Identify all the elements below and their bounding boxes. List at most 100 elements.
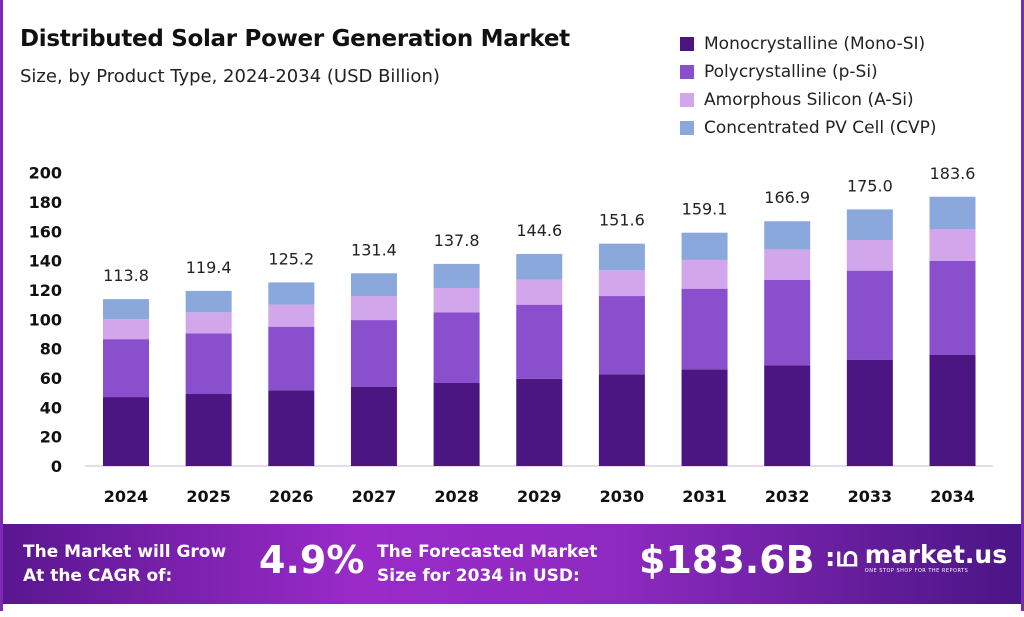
y-tick-label: 200: [29, 164, 62, 183]
legend-item: Concentrated PV Cell (CVP): [680, 114, 937, 142]
total-label: 125.2: [268, 249, 314, 268]
bar-segment: [268, 304, 315, 327]
bar-chart: 0 20 40 60 80 100 120 140 160 180 200 113.8 2024 119.…: [29, 164, 993, 506]
bar-segment: [846, 270, 893, 360]
y-tick-label: 140: [29, 252, 62, 271]
bar-segment: [764, 221, 811, 250]
footer-banner: The Market will Grow At the CAGR of: 4.9…: [3, 524, 1021, 604]
logo-tagline: ONE STOP SHOP FOR THE REPORTS: [864, 568, 969, 574]
bar-segment: [350, 320, 397, 387]
legend-swatch: [680, 93, 694, 107]
bar-segment: [764, 249, 811, 280]
total-label: 119.4: [186, 258, 232, 277]
y-tick-label: 0: [51, 457, 62, 476]
bar-segment: [516, 253, 563, 280]
cagr-value: 4.9%: [259, 538, 365, 582]
x-tick-label: 2030: [600, 487, 645, 506]
x-tick-label: 2027: [352, 487, 397, 506]
bar-segment: [268, 326, 315, 391]
cagr-label-line2: At the CAGR of:: [23, 566, 173, 586]
bar-segment: [764, 365, 811, 466]
legend-item: Monocrystalline (Mono-SI): [680, 30, 937, 58]
legend-swatch: [680, 121, 694, 135]
x-tick-label: 2033: [848, 487, 893, 506]
bar-segment: [350, 386, 397, 466]
bar-segment: [268, 282, 315, 305]
legend-label: Polycrystalline (p-Si): [704, 62, 878, 82]
legend-label: Amorphous Silicon (A-Si): [704, 90, 914, 110]
bar-segment: [433, 382, 480, 466]
total-label: 131.4: [351, 240, 397, 259]
bar-segment: [929, 354, 976, 466]
x-tick-label: 2034: [930, 487, 975, 506]
legend-swatch: [680, 65, 694, 79]
bar-segment: [598, 270, 645, 297]
cagr-label: The Market will Grow At the CAGR of:: [23, 540, 226, 588]
total-label: 151.6: [599, 211, 645, 230]
total-label: 144.6: [516, 221, 562, 240]
legend-item: Amorphous Silicon (A-Si): [680, 86, 937, 114]
bar-segment: [433, 263, 480, 288]
y-tick-label: 100: [29, 310, 62, 329]
bar-segment: [185, 312, 232, 334]
bar-segment: [846, 209, 893, 241]
chart-title: Distributed Solar Power Generation Marke…: [20, 26, 570, 52]
bar-segment: [350, 273, 397, 297]
bar-segment: [103, 339, 149, 398]
legend-swatch: [680, 37, 694, 51]
total-label: 137.8: [434, 231, 480, 250]
market-us-logo: :ഥ market.us ONE STOP SHOP FOR THE REPOR…: [825, 540, 1008, 575]
forecast-label-line2: Size for 2034 in USD:: [377, 566, 580, 586]
x-tick-label: 2026: [269, 487, 314, 506]
y-tick-label: 20: [40, 428, 62, 447]
bar-segment: [681, 232, 728, 260]
bar-segment: [350, 296, 397, 321]
logo-mark-icon: :ഥ: [825, 542, 857, 573]
bar-segment: [929, 196, 976, 230]
bar-segment: [681, 369, 728, 466]
bar-segment: [185, 333, 232, 394]
y-tick-label: 80: [40, 340, 62, 359]
bar-segment: [516, 279, 563, 305]
bar-segment: [103, 397, 149, 466]
bar-segment: [433, 287, 480, 313]
x-tick-label: 2024: [104, 487, 149, 506]
bar-segment: [681, 288, 728, 370]
bar-segment: [516, 378, 563, 466]
x-tick-label: 2025: [186, 487, 231, 506]
legend-item: Polycrystalline (p-Si): [680, 58, 937, 86]
total-label: 183.6: [930, 164, 976, 183]
bar-segment: [846, 240, 893, 271]
x-tick-label: 2029: [517, 487, 562, 506]
bar-segment: [929, 229, 976, 261]
bar-segment: [103, 299, 149, 320]
bar-segment: [764, 279, 811, 366]
bar-segment: [929, 260, 976, 355]
bar-segment: [185, 290, 232, 313]
y-tick-label: 40: [40, 398, 62, 417]
y-tick-label: 160: [29, 222, 62, 241]
bar-segment: [185, 393, 232, 466]
forecast-label: The Forecasted Market Size for 2034 in U…: [377, 540, 597, 588]
logo-name: market.us: [864, 540, 1008, 569]
bar-segment: [433, 312, 480, 383]
x-tick-label: 2028: [434, 487, 479, 506]
total-label: 113.8: [103, 266, 149, 285]
x-tick-label: 2032: [765, 487, 810, 506]
chart-subtitle: Size, by Product Type, 2024-2034 (USD Bi…: [20, 66, 440, 87]
bar-segment: [598, 296, 645, 375]
forecast-value: $183.6B: [639, 538, 815, 582]
bar-segment: [598, 243, 645, 271]
y-tick-label: 180: [29, 193, 62, 212]
y-tick-label: 120: [29, 281, 62, 300]
bar-segment: [268, 390, 315, 466]
legend: Monocrystalline (Mono-SI) Polycrystalline…: [680, 30, 937, 142]
bar-segment: [598, 374, 645, 466]
total-label: 159.1: [682, 200, 728, 219]
cagr-label-line1: The Market will Grow: [23, 542, 227, 562]
bar-segment: [516, 304, 563, 379]
legend-label: Concentrated PV Cell (CVP): [704, 118, 937, 138]
legend-label: Monocrystalline (Mono-SI): [704, 34, 926, 54]
x-tick-label: 2031: [682, 487, 727, 506]
